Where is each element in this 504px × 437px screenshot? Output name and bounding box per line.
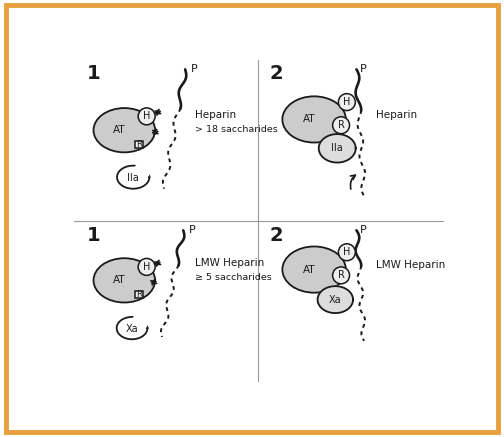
Text: 1: 1 [87, 64, 101, 83]
Text: H: H [143, 111, 150, 121]
Text: H: H [343, 247, 351, 257]
Polygon shape [318, 286, 353, 313]
Polygon shape [116, 317, 148, 339]
Text: AT: AT [303, 264, 316, 274]
Circle shape [138, 108, 155, 125]
Text: AT: AT [113, 125, 126, 135]
Text: Heparin: Heparin [375, 110, 417, 119]
Polygon shape [117, 166, 149, 189]
Text: P: P [359, 65, 366, 74]
Circle shape [333, 267, 350, 284]
Text: R: R [136, 290, 142, 299]
Text: IIa: IIa [331, 143, 342, 153]
Text: Xa: Xa [125, 324, 138, 334]
Text: LMW Heparin: LMW Heparin [375, 260, 445, 270]
Text: R: R [338, 271, 345, 281]
Text: R: R [136, 140, 142, 149]
Polygon shape [133, 314, 148, 329]
Circle shape [138, 258, 155, 275]
Text: P: P [191, 65, 197, 74]
Text: 1: 1 [87, 225, 101, 245]
Ellipse shape [282, 246, 346, 293]
Text: R: R [338, 120, 345, 130]
Circle shape [338, 94, 355, 111]
Text: H: H [143, 262, 150, 272]
Ellipse shape [282, 96, 346, 142]
Ellipse shape [94, 258, 155, 302]
Text: 2: 2 [270, 225, 283, 245]
Text: Heparin: Heparin [195, 110, 236, 119]
Text: AT: AT [303, 114, 316, 125]
Text: 2: 2 [270, 64, 283, 83]
Ellipse shape [94, 108, 155, 153]
Circle shape [333, 117, 350, 134]
Polygon shape [319, 134, 356, 163]
Text: > 18 saccharides: > 18 saccharides [195, 125, 278, 134]
Text: H: H [343, 97, 351, 107]
Text: LMW Heparin: LMW Heparin [195, 258, 264, 268]
Text: AT: AT [113, 275, 126, 285]
Text: P: P [359, 225, 366, 236]
Circle shape [338, 244, 355, 261]
Text: Xa: Xa [328, 295, 341, 305]
Text: P: P [188, 225, 196, 236]
FancyBboxPatch shape [135, 291, 143, 298]
Text: IIa: IIa [128, 173, 139, 183]
FancyBboxPatch shape [135, 141, 143, 148]
Polygon shape [135, 163, 150, 179]
Text: ≥ 5 saccharides: ≥ 5 saccharides [195, 273, 272, 282]
